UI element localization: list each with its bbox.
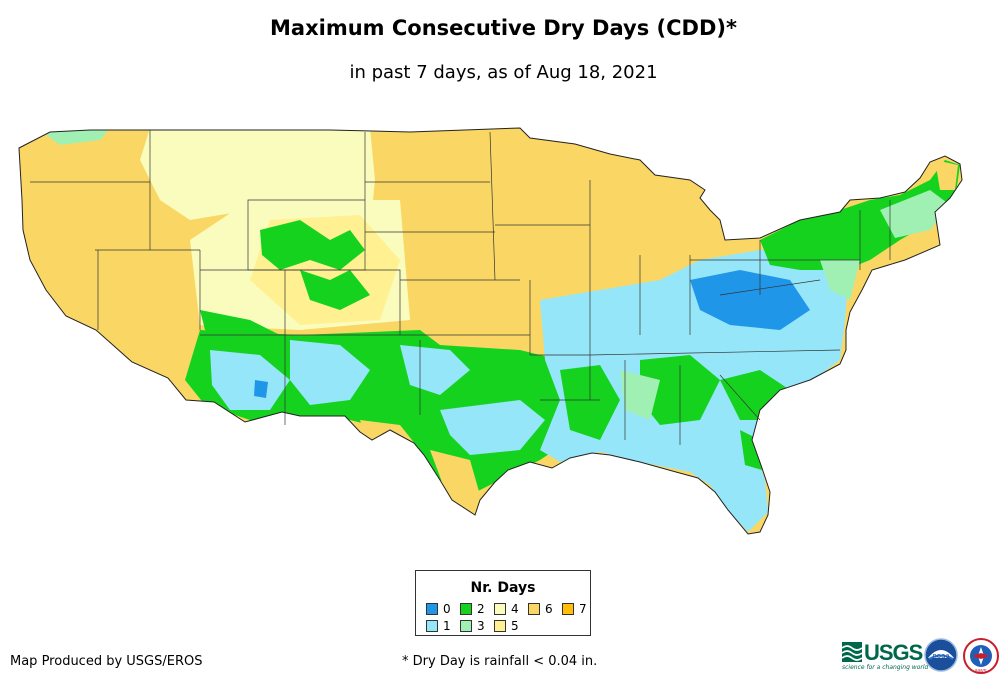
legend-label-0: 0	[443, 602, 451, 616]
map-title: Maximum Consecutive Dry Days (CDD)*	[270, 16, 737, 40]
legend-swatch-4	[494, 603, 506, 615]
dry-day-footnote: * Dry Day is rainfall < 0.04 in.	[402, 654, 598, 669]
us-outline	[18, 127, 963, 535]
usgs-tagline: science for a changing world	[842, 664, 929, 671]
legend-swatch-1	[426, 620, 438, 632]
producer-credit: Map Produced by USGS/EROS	[10, 654, 203, 669]
legend-item-5: 5	[494, 619, 519, 633]
nws-logo-text: NWS	[975, 669, 987, 675]
legend-item-4: 4	[494, 602, 519, 616]
legend-swatch-2	[460, 603, 472, 615]
legend-label-3: 3	[477, 619, 485, 633]
legend-item-1: 1	[426, 619, 451, 633]
legend-label-7: 7	[579, 602, 587, 616]
legend-label-1: 1	[443, 619, 451, 633]
legend-label-4: 4	[511, 602, 519, 616]
legend-swatch-6	[528, 603, 540, 615]
legend-title: Nr. Days	[470, 580, 536, 596]
cdd-map	[18, 127, 963, 535]
legend-label-6: 6	[545, 602, 553, 616]
noaa-logo-icon: noaa	[924, 638, 958, 672]
legend-item-0: 0	[426, 602, 451, 616]
legend-item-3: 3	[460, 619, 485, 633]
usgs-logo-text: USGS	[864, 640, 923, 665]
noaa-logo-text: noaa	[932, 652, 949, 660]
nws-logo-icon: NWS	[963, 638, 999, 675]
state-borders	[30, 130, 891, 445]
legend-item-7: 7	[562, 602, 587, 616]
legend-label-5: 5	[511, 619, 519, 633]
legend-swatch-5	[494, 620, 506, 632]
legend-item-6: 6	[528, 602, 553, 616]
usgs-logo: USGS science for a changing world	[842, 640, 928, 676]
usgs-wave-icon	[842, 642, 862, 662]
map-subtitle: in past 7 days, as of Aug 18, 2021	[349, 62, 658, 83]
legend-swatch-0	[426, 603, 438, 615]
legend-swatch-7	[562, 603, 574, 615]
legend: Nr. Days 0 1 2 3 4 5 6	[415, 570, 591, 636]
legend-swatch-3	[460, 620, 472, 632]
legend-label-2: 2	[477, 602, 485, 616]
legend-item-2: 2	[460, 602, 485, 616]
